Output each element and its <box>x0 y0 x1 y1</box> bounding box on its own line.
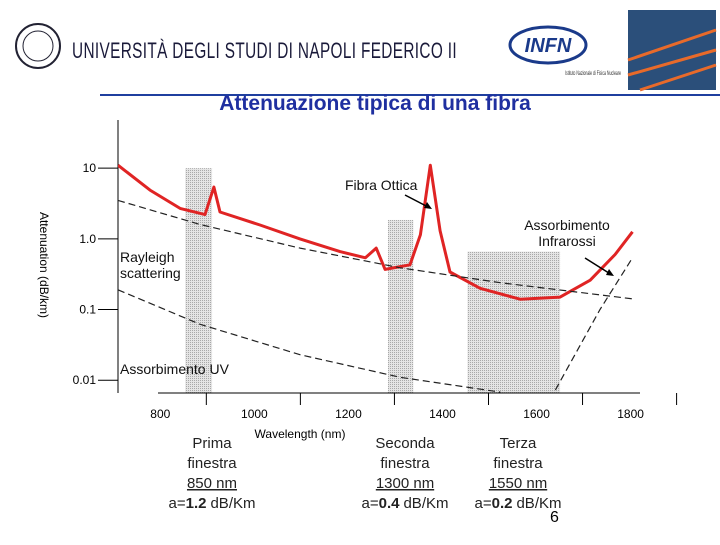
x-axis-label: Wavelength (nm) <box>255 427 346 441</box>
window-attenuation: a=0.4 dB/Km <box>362 495 449 512</box>
annotation: Rayleigh scattering <box>120 249 181 281</box>
header: UNIVERSITÀ DEGLI STUDI DI NAPOLI FEDERIC… <box>15 10 720 96</box>
attenuation-value: 0.4 <box>379 495 401 512</box>
attenuation-unit: dB/Km <box>516 495 561 512</box>
series-line <box>118 199 636 300</box>
infn-text: INFN <box>525 35 572 57</box>
y-axis-label: Attenuation (dB/km) <box>37 212 51 318</box>
plot: 10 1.0 0.1 0.01 800 1000 1200 1400 1600 1800 <box>73 120 678 421</box>
window-label: Seconda <box>375 435 435 452</box>
header-photo <box>628 10 716 90</box>
x-tick-label: 1200 <box>335 407 362 421</box>
attenuation-value: 0.2 <box>492 495 513 512</box>
y-tick-label: 0.01 <box>73 373 97 387</box>
annotation-line: Infrarossi <box>538 233 596 249</box>
x-tick-label: 1000 <box>241 407 268 421</box>
series-line <box>118 163 634 301</box>
series-group <box>118 163 636 393</box>
annotation: Assorbimento UV <box>120 361 230 377</box>
attenuation-prefix: a= <box>475 495 492 512</box>
x-tick-label: 1600 <box>523 407 550 421</box>
attenuation-prefix: a= <box>362 495 379 512</box>
window-label: Terza <box>500 435 537 452</box>
attenuation-unit: dB/Km <box>210 495 255 512</box>
page-number: 6 <box>550 509 559 526</box>
attenuation-unit: dB/Km <box>403 495 448 512</box>
attenuation-value: 1.2 <box>186 495 207 512</box>
annotation-line: scattering <box>120 265 181 281</box>
infn-ring <box>508 25 588 65</box>
y-tick-label: 10 <box>83 161 97 175</box>
chart-title: Attenuazione tipica di una fibra <box>219 92 531 115</box>
window-wavelength: 850 nm <box>187 475 237 492</box>
window-label: finestra <box>493 455 543 472</box>
annotation-line: Rayleigh <box>120 249 174 265</box>
y-tick-label: 1.0 <box>79 232 96 246</box>
header-photo-fibers <box>627 28 717 92</box>
annotation: Fibra Ottica <box>345 177 418 193</box>
window-label: finestra <box>380 455 430 472</box>
seal-logo <box>15 23 61 69</box>
x-tick-label: 800 <box>150 407 170 421</box>
window-attenuation: a=0.2 dB/Km <box>475 495 562 512</box>
window-wavelength: 1300 nm <box>376 475 434 492</box>
annotation-line: Assorbimento <box>524 217 610 233</box>
infn-full: Istituto Nazionale di Fisica Nucleare <box>565 71 621 77</box>
series-line <box>554 257 634 391</box>
arrowhead <box>606 269 614 276</box>
window-attenuation: a=1.2 dB/Km <box>169 495 256 512</box>
series-line <box>118 289 501 393</box>
window-label: finestra <box>187 455 237 472</box>
window-label: Prima <box>192 435 232 452</box>
annotation: Assorbimento Infrarossi <box>524 217 610 249</box>
attenuation-prefix: a= <box>169 495 186 512</box>
x-tick-label: 1800 <box>617 407 644 421</box>
y-tick-label: 0.1 <box>79 303 96 317</box>
window-band <box>387 219 414 393</box>
arrowhead <box>424 202 432 209</box>
university-name: UNIVERSITÀ DEGLI STUDI DI NAPOLI FEDERIC… <box>72 38 457 63</box>
window-wavelength: 1550 nm <box>489 475 547 492</box>
seal-logo-inner <box>22 30 54 62</box>
infn-logo <box>500 10 620 88</box>
x-tick-label: 1400 <box>429 407 456 421</box>
window-band <box>467 251 561 393</box>
